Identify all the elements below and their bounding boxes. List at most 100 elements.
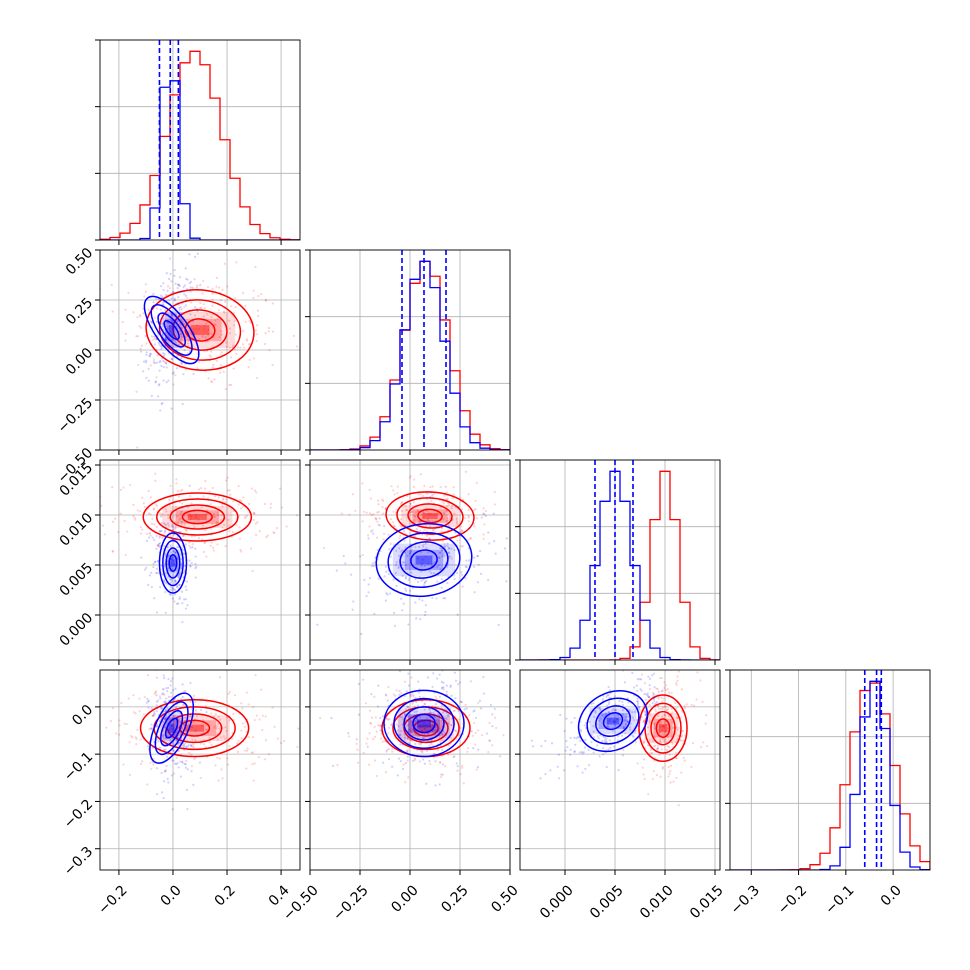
contour-line bbox=[383, 689, 465, 758]
histogram-series-0 bbox=[520, 470, 720, 660]
scatter-point bbox=[35, 297, 37, 299]
scatter-point bbox=[433, 714, 436, 718]
scatter-point bbox=[166, 289, 169, 292]
scatter-point bbox=[164, 293, 168, 296]
scatter-point bbox=[396, 492, 399, 495]
scatter-point bbox=[557, 753, 560, 756]
scatter-point bbox=[467, 735, 470, 738]
scatter-point bbox=[602, 735, 605, 739]
scatter-point bbox=[195, 513, 198, 516]
scatter-point bbox=[266, 534, 269, 537]
scatter-point bbox=[632, 735, 635, 738]
scatter-point bbox=[626, 719, 629, 722]
scatter-point bbox=[592, 730, 595, 733]
scatter-point bbox=[144, 290, 147, 293]
scatter-point bbox=[159, 512, 162, 515]
scatter-point bbox=[206, 334, 210, 337]
scatter-point bbox=[411, 510, 414, 513]
scatter-point bbox=[419, 741, 423, 744]
scatter-point bbox=[111, 310, 114, 313]
scatter-point bbox=[368, 577, 372, 580]
scatter-point bbox=[616, 718, 619, 721]
panel-frame bbox=[99, 459, 301, 661]
scatter-point bbox=[167, 513, 170, 517]
scatter-point bbox=[428, 496, 432, 499]
scatter-point bbox=[243, 749, 247, 752]
scatter-point bbox=[224, 501, 227, 504]
scatter-point bbox=[447, 504, 450, 507]
contour-line bbox=[644, 702, 682, 754]
scatter-point bbox=[455, 730, 458, 733]
scatter-point bbox=[445, 709, 448, 712]
contour-line bbox=[602, 711, 624, 731]
scatter-point bbox=[417, 493, 420, 496]
scatter-point bbox=[179, 753, 182, 756]
scatter-point bbox=[164, 553, 167, 556]
scatter-point bbox=[370, 565, 374, 568]
scatter-point bbox=[424, 581, 427, 584]
scatter-point bbox=[406, 759, 409, 762]
scatter-point bbox=[128, 773, 132, 777]
scatter-point bbox=[180, 510, 183, 513]
scatter-point bbox=[189, 565, 192, 568]
scatter-point bbox=[207, 377, 210, 380]
scatter-point bbox=[631, 711, 634, 714]
scatter-point bbox=[190, 535, 193, 538]
scatter-point bbox=[421, 736, 424, 739]
scatter-point bbox=[402, 743, 405, 746]
scatter-point bbox=[579, 739, 582, 743]
scatter-point bbox=[248, 343, 251, 346]
scatter-point bbox=[170, 724, 173, 727]
scatter-point bbox=[402, 717, 405, 720]
scatter-point bbox=[460, 573, 464, 576]
scatter-point bbox=[155, 547, 158, 550]
scatter-point bbox=[240, 729, 243, 732]
scatter-point bbox=[640, 689, 643, 692]
scatter-point bbox=[174, 593, 177, 596]
scatter-point bbox=[450, 547, 453, 550]
scatter-point bbox=[587, 764, 591, 767]
scatter-point bbox=[146, 324, 149, 327]
scatter-point bbox=[178, 760, 182, 763]
scatter-point bbox=[215, 276, 219, 280]
scatter-point bbox=[243, 725, 246, 728]
scatter-point bbox=[375, 536, 379, 539]
histogram-series-1 bbox=[100, 80, 300, 240]
scatter-point bbox=[166, 777, 169, 780]
density-block bbox=[167, 554, 179, 572]
scatter-point bbox=[405, 589, 408, 592]
scatter-point bbox=[162, 288, 165, 292]
scatter-point bbox=[404, 576, 407, 579]
scatter-point bbox=[656, 747, 659, 750]
scatter-point bbox=[424, 610, 427, 614]
scatter-point bbox=[452, 755, 455, 759]
scatter-point bbox=[419, 617, 422, 621]
scatter-point bbox=[453, 755, 456, 758]
scatter-point bbox=[136, 728, 139, 732]
scatter-point bbox=[179, 699, 182, 702]
scatter-point bbox=[626, 720, 629, 723]
scatter-point bbox=[269, 502, 272, 506]
scatter-point bbox=[155, 348, 158, 351]
scatter-point bbox=[183, 742, 187, 745]
scatter-point bbox=[429, 711, 432, 714]
scatter-point bbox=[179, 564, 183, 567]
scatter-point bbox=[163, 676, 166, 680]
scatter-point bbox=[354, 509, 357, 512]
scatter-point bbox=[405, 509, 408, 512]
scatter-point bbox=[157, 341, 160, 344]
scatter-point bbox=[194, 515, 197, 518]
scatter-point bbox=[475, 481, 478, 485]
scatter-point bbox=[141, 760, 144, 763]
scatter-point bbox=[594, 710, 597, 713]
scatter-point bbox=[651, 691, 654, 694]
scatter-point bbox=[440, 707, 443, 710]
contour-line bbox=[410, 549, 438, 571]
scatter-point bbox=[260, 688, 263, 691]
contour-line bbox=[158, 532, 188, 594]
scatter-point bbox=[168, 717, 171, 720]
scatter-point bbox=[162, 780, 166, 783]
scatter-point bbox=[378, 724, 382, 727]
scatter-point bbox=[162, 579, 166, 583]
scatter-point bbox=[428, 759, 431, 763]
